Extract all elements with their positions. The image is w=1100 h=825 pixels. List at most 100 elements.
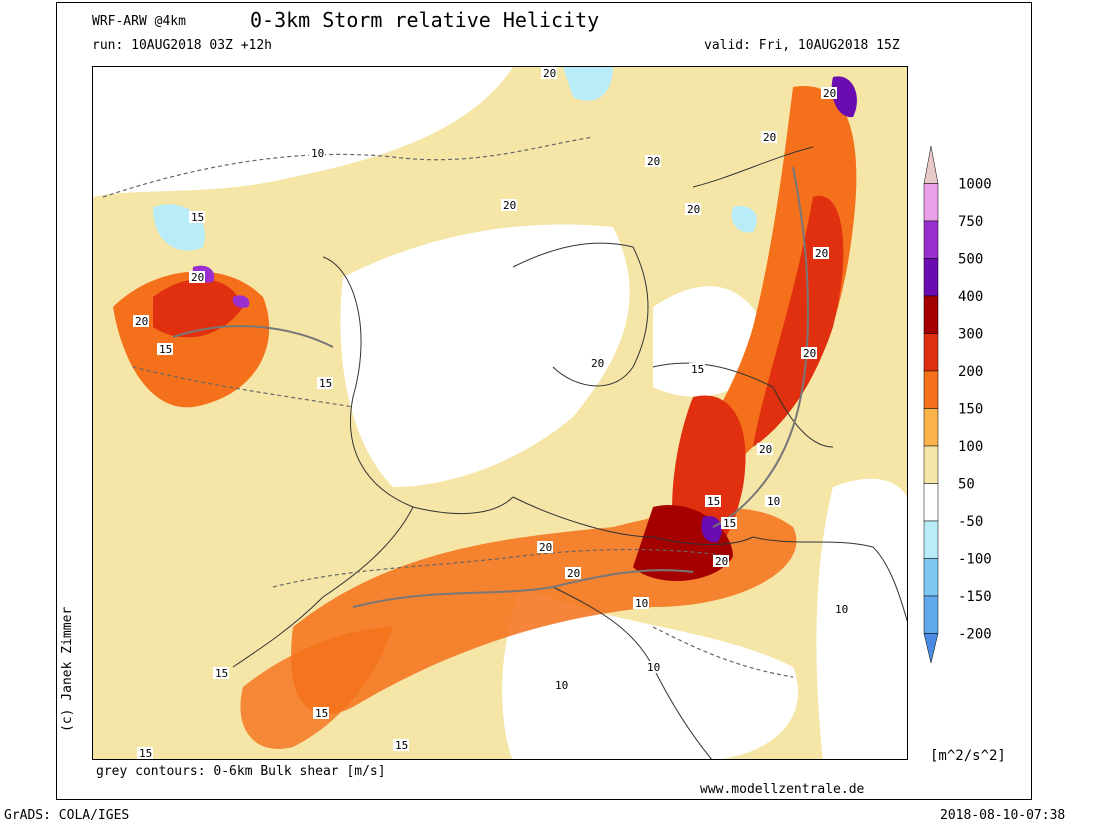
svg-text:10: 10 [311,147,324,160]
contour-label: 10 [833,603,849,616]
contour-label: 15 [689,363,705,376]
contour-label: 15 [213,667,229,680]
legend-swatch [923,633,939,664]
contour-labels: 20 20 15 15 15 10 20 20 20 20 20 20 20 2… [133,67,849,760]
low-helicity-region [93,67,513,197]
contour-label: 10 [633,597,649,610]
legend-swatch [923,145,939,184]
svg-text:20: 20 [647,155,660,168]
legend-label: 200 [958,364,983,380]
helicity-band [673,86,857,497]
bulk-shear-contours [102,136,794,678]
contour-label: 20 [537,541,553,554]
svg-text:20: 20 [135,315,148,328]
legend-label: 400 [958,289,983,305]
svg-text:10: 10 [767,495,780,508]
legend-swatch [923,183,939,222]
helicity-max [831,76,857,118]
legend-swatch [923,520,939,559]
valid-label: valid: Fri, 10AUG2018 15Z [704,38,900,53]
svg-text:20: 20 [591,357,604,370]
contour-label: 15 [189,211,205,224]
legend-colorbar: 1000 750 500 400 300 200 150 100 50 -50 -100 -150 -2… [923,145,992,664]
contour-label: 20 [821,87,837,100]
svg-text:20: 20 [687,203,700,216]
svg-text:10: 10 [635,597,648,610]
legend-label: 500 [958,252,983,268]
svg-text:15: 15 [315,707,328,720]
legend-label: 1000 [958,177,992,193]
legend-swatch [923,295,939,334]
contour-label: 10 [645,661,661,674]
helicity-max [232,295,250,308]
contour-label: 20 [189,271,205,284]
contour-label: 20 [133,315,149,328]
contour-label: 20 [645,155,661,168]
map-title: 0-3km Storm relative Helicity [250,8,600,32]
legend-label: 750 [958,214,983,230]
contour-label: 20 [757,443,773,456]
contour-label: 10 [765,495,781,508]
legend-swatch [923,445,939,484]
svg-text:20: 20 [715,555,728,568]
svg-text:20: 20 [543,67,556,80]
contour-label: 10 [309,147,325,160]
units-label: [m^2/s^2] [930,748,1006,764]
legend-label: 150 [958,402,983,418]
legend-swatch [923,558,939,597]
timestamp-label: 2018-08-10-07:38 [940,808,1066,823]
website-label: www.modellzentrale.de [700,782,865,797]
svg-text:15: 15 [319,377,332,390]
negative-helicity [731,206,757,233]
contour-label: 15 [137,747,153,760]
legend-label: 50 [958,477,975,493]
contour-label: 20 [541,67,557,80]
contour-label: 15 [317,377,333,390]
svg-text:15: 15 [191,211,204,224]
contour-label: 20 [501,199,517,212]
contours-note: grey contours: 0-6km Bulk shear [m/s] [96,764,386,779]
contour-label: 20 [813,247,829,260]
helicity-max [701,516,723,543]
legend-swatch [923,595,939,634]
legend-swatch [923,408,939,447]
contour-label: 15 [721,517,737,530]
contour-label: 15 [157,343,173,356]
contour-label: 15 [393,739,409,752]
low-helicity-region [340,224,630,487]
svg-text:20: 20 [503,199,516,212]
legend-label: 100 [958,439,983,455]
contour-label: 20 [685,203,701,216]
legend-swatch [923,370,939,409]
legend-label: -200 [958,627,992,643]
svg-text:20: 20 [763,131,776,144]
svg-text:15: 15 [691,363,704,376]
contour-label: 15 [705,495,721,508]
svg-text:15: 15 [139,747,152,760]
svg-text:15: 15 [707,495,720,508]
contour-label: 20 [589,357,605,370]
legend-swatch [923,333,939,372]
map-canvas: 20 20 15 15 15 10 20 20 20 20 20 20 20 2… [93,67,907,760]
grads-label: GrADS: COLA/IGES [4,808,130,823]
contour-label: 20 [761,131,777,144]
helicity-band [240,627,393,749]
contour-label: 20 [565,567,581,580]
svg-text:20: 20 [759,443,772,456]
svg-text:20: 20 [191,271,204,284]
legend-label: 300 [958,327,983,343]
legend-swatch [923,483,939,522]
legend: 1000 750 500 400 300 200 150 100 50 -50 -100 -150 -2… [920,142,1000,672]
legend-swatch [923,220,939,259]
legend-label: -100 [958,552,992,568]
svg-text:20: 20 [567,567,580,580]
svg-text:20: 20 [539,541,552,554]
svg-text:20: 20 [823,87,836,100]
helicity-map: 20 20 15 15 15 10 20 20 20 20 20 20 20 2… [92,66,908,760]
svg-text:20: 20 [815,247,828,260]
legend-label: -50 [958,514,983,530]
svg-text:20: 20 [803,347,816,360]
contour-label: 20 [801,347,817,360]
helicity-core [153,278,243,338]
svg-text:15: 15 [215,667,228,680]
